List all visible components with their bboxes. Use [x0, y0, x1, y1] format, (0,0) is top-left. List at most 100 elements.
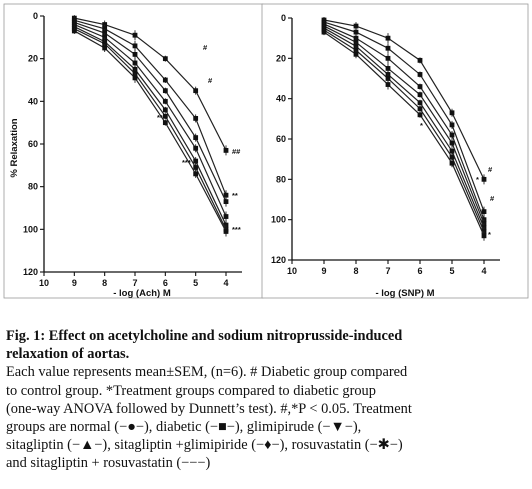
right-panel-frame: [261, 3, 529, 299]
right-y-tick-label: 60: [276, 134, 286, 144]
right-y-tick-label: 80: [276, 174, 286, 184]
right-data-point: [417, 100, 423, 106]
left-data-point: [223, 199, 229, 204]
right-significance-mark: #: [490, 194, 495, 203]
right-y-tick-label: 100: [271, 215, 286, 225]
left-data-point: [102, 41, 108, 47]
left-x-tick-label: 7: [132, 278, 137, 288]
left-significance-mark: ***: [182, 158, 191, 167]
right-data-point: [353, 43, 359, 49]
left-significance-mark: ***: [232, 225, 241, 234]
left-y-tick-label: 60: [28, 139, 38, 149]
left-data-point: [223, 214, 229, 219]
right-data-point: [449, 140, 455, 146]
left-data-point: [193, 165, 199, 170]
left-series-line: [74, 21, 227, 202]
right-data-point: [417, 57, 423, 63]
left-x-tick-label: 8: [102, 278, 107, 288]
right-data-point: [353, 39, 359, 45]
left-series-line: [74, 30, 227, 232]
left-x-tick-label: 9: [72, 278, 77, 288]
left-data-point: [162, 107, 168, 113]
left-data-point: [223, 229, 229, 234]
right-x-tick-label: 10: [287, 266, 297, 276]
left-data-point: [162, 120, 168, 126]
left-y-axis-label: % Relaxation: [9, 118, 20, 177]
right-data-point: [481, 233, 487, 239]
left-y-tick-label: 40: [28, 96, 38, 106]
right-data-point: [353, 47, 359, 53]
caption-line-4: to control group. *Treatment groups comp…: [6, 382, 376, 399]
right-significance-mark: *: [488, 230, 491, 239]
left-significance-mark: ##: [232, 147, 241, 156]
right-data-point: [353, 23, 359, 29]
left-data-point: [193, 145, 199, 151]
caption-line-8: and sitagliptin + rosuvastatin (−−−): [6, 455, 211, 472]
left-data-point: [102, 26, 108, 32]
left-data-point: [193, 88, 199, 94]
left-series-line: [74, 26, 227, 226]
left-series-line: [74, 28, 227, 230]
right-series-line: [323, 29, 485, 233]
right-data-point: [449, 110, 455, 116]
right-data-point: [385, 82, 391, 87]
left-x-tick-label: 10: [39, 278, 49, 288]
left-data-point: [71, 28, 77, 34]
right-data-point: [481, 209, 487, 214]
caption-line-6: groups are normal (−●−), diabetic (−■−),…: [6, 419, 362, 436]
left-series-line: [74, 19, 227, 196]
left-data-point: [132, 52, 138, 57]
right-data-point: [449, 122, 455, 128]
right-y-tick-label: 120: [271, 255, 286, 265]
left-data-point: [132, 43, 138, 49]
left-data-point: [162, 98, 168, 104]
left-y-tick-label: 80: [28, 182, 38, 192]
right-y-tick-label: 40: [276, 94, 286, 104]
right-series-line: [323, 31, 485, 237]
left-significance-mark: **: [157, 113, 163, 122]
figure-caption: Fig. 1: Effect on acetylcholine and sodi…: [6, 327, 526, 473]
left-series: [71, 15, 229, 237]
right-data-point: [385, 55, 391, 61]
left-series-line: [74, 17, 227, 151]
right-data-point: [449, 132, 455, 138]
left-x-tick-label: 5: [193, 278, 198, 288]
right-data-point: [353, 35, 359, 41]
right-data-point: [385, 66, 391, 71]
right-x-tick-label: 9: [321, 266, 326, 276]
left-data-point: [132, 32, 138, 38]
left-y-tick-label: 0: [33, 11, 38, 21]
left-y-tick-label: 20: [28, 54, 38, 64]
left-data-point: [193, 116, 199, 121]
right-series-line: [323, 27, 485, 228]
right-data-point: [353, 29, 359, 35]
left-significance-mark: #: [208, 76, 213, 85]
right-data-point: [385, 76, 391, 81]
right-significance-mark: *: [476, 175, 479, 184]
right-data-point: [417, 106, 423, 112]
right-x-tick-label: 4: [481, 266, 486, 276]
left-data-point: [162, 77, 168, 83]
left-data-point: [102, 45, 108, 51]
right-significance-mark: #: [488, 165, 493, 174]
right-data-point: [449, 160, 455, 166]
left-data-point: [102, 30, 108, 36]
right-series-line: [323, 19, 485, 180]
left-data-point: [162, 113, 168, 119]
left-x-tick-label: 4: [223, 278, 228, 288]
right-data-point: [449, 154, 455, 160]
left-significance-mark: #: [203, 43, 208, 52]
right-data-point: [353, 51, 359, 57]
left-data-point: [132, 75, 138, 81]
caption-line-5: (one-way ANOVA followed by Dunnett’s tes…: [6, 400, 412, 417]
right-x-tick-label: 6: [417, 266, 422, 276]
left-data-point: [193, 135, 199, 140]
right-data-point: [385, 45, 391, 51]
left-data-point: [193, 171, 199, 177]
right-significance-mark: *: [420, 121, 423, 130]
left-data-point: [162, 88, 168, 94]
right-data-point: [417, 112, 423, 118]
right-x-tick-label: 5: [449, 266, 454, 276]
